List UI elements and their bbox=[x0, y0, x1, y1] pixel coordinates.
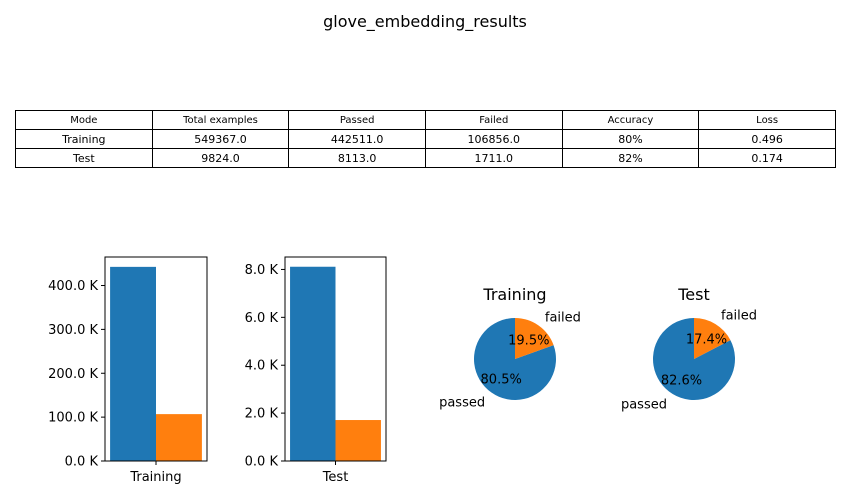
pie-title: Test bbox=[677, 285, 710, 304]
results-table: Mode Total examples Passed Failed Accura… bbox=[15, 110, 836, 168]
y-tick-label: 100.0 K bbox=[48, 411, 98, 426]
table-cell: Test bbox=[15, 148, 153, 168]
table-cell: 442511.0 bbox=[288, 129, 426, 149]
table-cell: 1711.0 bbox=[424, 148, 563, 168]
y-tick-label: 0.0 K bbox=[65, 455, 99, 470]
pie-percent-label: 82.6% bbox=[661, 374, 702, 389]
y-tick-label: 400.0 K bbox=[48, 279, 98, 294]
table-row: Training 549367.0 442511.0 106856.0 80% … bbox=[15, 129, 836, 149]
table-cell: 8113.0 bbox=[288, 148, 426, 168]
bar bbox=[290, 266, 336, 461]
pie-slice bbox=[515, 318, 554, 359]
x-tick-label: Training bbox=[129, 470, 181, 485]
y-tick-label: 200.0 K bbox=[48, 367, 98, 382]
table-cell: Training bbox=[15, 129, 153, 149]
y-tick-label: 300.0 K bbox=[48, 323, 98, 338]
y-tick-label: 6.0 K bbox=[245, 311, 279, 326]
page-title: glove_embedding_results bbox=[323, 12, 527, 31]
bar bbox=[110, 266, 156, 461]
pie-title: Training bbox=[482, 285, 546, 304]
pie-slice-label: passed bbox=[621, 397, 667, 412]
bar bbox=[156, 414, 202, 461]
pie-percent-label: 17.4% bbox=[686, 332, 727, 347]
y-tick-label: 8.0 K bbox=[245, 263, 279, 278]
y-tick-label: 0.0 K bbox=[245, 455, 279, 470]
y-tick-label: 2.0 K bbox=[245, 407, 279, 422]
bar bbox=[335, 420, 381, 461]
x-tick-label: Test bbox=[322, 470, 349, 485]
pie-slice bbox=[652, 318, 735, 400]
pie-slice-label: passed bbox=[439, 396, 485, 411]
table-cell: 82% bbox=[561, 148, 700, 168]
pie-slice-label: failed bbox=[721, 309, 757, 324]
table-cell: 0.174 bbox=[698, 148, 836, 168]
pie-slice-label: failed bbox=[545, 310, 581, 325]
y-tick-label: 4.0 K bbox=[245, 359, 279, 374]
table-row: Test 9824.0 8113.0 1711.0 82% 0.174 bbox=[15, 148, 836, 168]
pie-slice bbox=[694, 318, 731, 359]
pie-percent-label: 80.5% bbox=[481, 373, 522, 388]
table-cell: 9824.0 bbox=[151, 148, 290, 168]
pie-percent-label: 19.5% bbox=[508, 333, 549, 348]
